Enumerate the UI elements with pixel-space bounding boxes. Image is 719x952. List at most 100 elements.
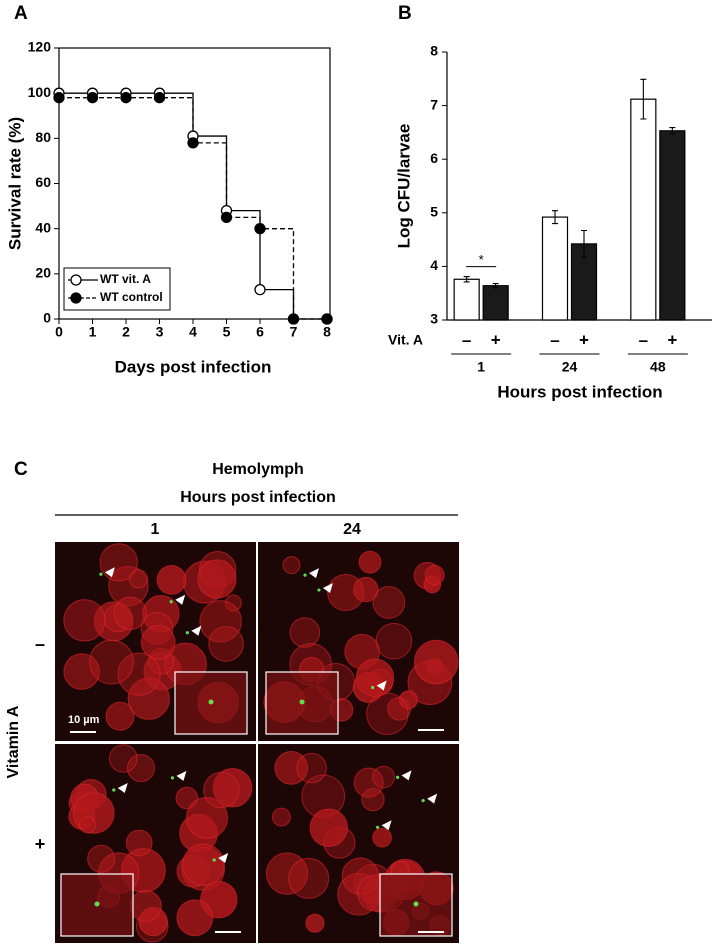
cell bbox=[375, 622, 413, 660]
cell bbox=[89, 639, 134, 685]
cell bbox=[372, 765, 395, 789]
legend-box bbox=[63, 267, 171, 311]
error-bar bbox=[640, 78, 647, 120]
cell bbox=[355, 658, 395, 697]
bacterium bbox=[212, 858, 216, 862]
micrographs bbox=[55, 542, 459, 943]
arrowhead bbox=[376, 680, 387, 691]
marker bbox=[220, 211, 233, 224]
marker bbox=[86, 92, 99, 104]
cell bbox=[265, 852, 309, 895]
marker bbox=[287, 313, 300, 325]
cell bbox=[78, 816, 96, 834]
x-tick-label: 8 bbox=[323, 324, 331, 340]
inset bbox=[60, 873, 134, 937]
cell bbox=[341, 857, 379, 895]
cell bbox=[353, 576, 379, 603]
bacterium bbox=[413, 901, 419, 907]
error-bar bbox=[581, 229, 587, 258]
bar bbox=[453, 278, 480, 321]
arrowhead bbox=[117, 783, 128, 794]
bacterium bbox=[317, 588, 321, 592]
series-label: – bbox=[550, 330, 559, 349]
marker bbox=[254, 283, 266, 296]
cell bbox=[73, 792, 115, 834]
legend-marker bbox=[70, 292, 82, 304]
cell bbox=[129, 890, 162, 923]
bar bbox=[630, 98, 657, 321]
error-bar bbox=[669, 127, 676, 135]
cell bbox=[398, 690, 418, 710]
x-tick-label: 5 bbox=[223, 324, 231, 340]
cell bbox=[208, 626, 244, 662]
x-tick-label: 2 bbox=[122, 324, 130, 340]
column-label: 24 bbox=[343, 521, 361, 538]
cell bbox=[197, 559, 237, 599]
x-tick-label: 0 bbox=[55, 324, 63, 340]
cell bbox=[271, 807, 291, 827]
panel-label: C bbox=[14, 459, 28, 480]
cell bbox=[125, 829, 153, 857]
error-bar bbox=[552, 210, 558, 225]
legend-marker bbox=[70, 274, 82, 286]
bacterium bbox=[185, 631, 189, 635]
cell bbox=[117, 652, 161, 696]
cell bbox=[128, 569, 149, 589]
cell bbox=[63, 599, 106, 642]
marker bbox=[187, 137, 199, 149]
y-tick-label: 120 bbox=[28, 39, 52, 55]
error-bar bbox=[463, 276, 470, 283]
bacterium bbox=[94, 901, 100, 907]
marker bbox=[254, 223, 266, 235]
marker bbox=[153, 92, 166, 104]
panel-title: Hemolymph bbox=[212, 461, 304, 478]
y-tick-label: 7 bbox=[430, 96, 438, 112]
cell bbox=[176, 899, 214, 937]
cell bbox=[372, 586, 406, 619]
arrowhead bbox=[104, 567, 115, 578]
cell bbox=[203, 771, 240, 809]
x-tick-label: 24 bbox=[562, 359, 578, 375]
bacterium bbox=[303, 573, 307, 577]
cell bbox=[282, 556, 301, 575]
cell bbox=[358, 550, 382, 574]
y-tick-label: 4 bbox=[430, 257, 438, 273]
x-tick-label: 3 bbox=[156, 324, 164, 340]
cell bbox=[99, 543, 138, 582]
cell bbox=[127, 677, 170, 720]
series-label: + bbox=[579, 330, 589, 349]
cell bbox=[366, 692, 409, 736]
bacterium bbox=[170, 776, 175, 780]
bacterium bbox=[99, 572, 103, 576]
arrowhead bbox=[322, 583, 333, 594]
bacterium bbox=[421, 799, 425, 803]
marker bbox=[120, 92, 132, 104]
x-tick-label: 4 bbox=[189, 324, 197, 340]
cell bbox=[309, 808, 349, 847]
significance-mark: * bbox=[479, 252, 484, 267]
marker bbox=[53, 92, 65, 104]
column-label: 1 bbox=[151, 521, 160, 538]
y-tick-label: 5 bbox=[430, 204, 438, 220]
bacterium bbox=[169, 600, 173, 604]
series-label: + bbox=[667, 330, 677, 349]
bacterium bbox=[395, 775, 400, 779]
bacterium bbox=[299, 699, 305, 705]
group-label: Vit. A bbox=[388, 332, 423, 348]
cell bbox=[182, 843, 225, 887]
x-tick-label: 6 bbox=[256, 324, 264, 340]
y-tick-label: 0 bbox=[43, 310, 51, 326]
arrowhead bbox=[427, 793, 438, 804]
marker bbox=[321, 313, 333, 325]
bacterium bbox=[375, 825, 380, 829]
row-label: + bbox=[35, 834, 46, 854]
cell bbox=[296, 752, 327, 784]
error-bar bbox=[492, 283, 499, 289]
cell bbox=[305, 913, 325, 933]
cell bbox=[105, 701, 135, 731]
y-tick-label: 100 bbox=[28, 84, 52, 100]
row-label: – bbox=[35, 634, 45, 654]
x-tick-label: 1 bbox=[89, 324, 97, 340]
cell bbox=[126, 754, 156, 783]
cell bbox=[424, 565, 445, 586]
